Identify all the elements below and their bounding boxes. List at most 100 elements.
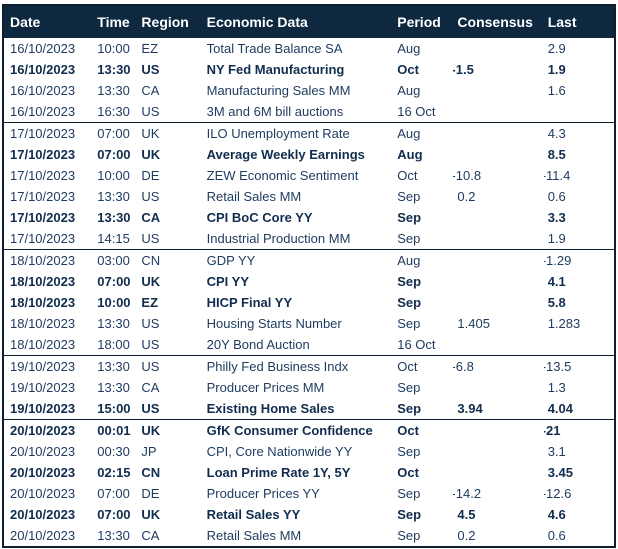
cell-last: 5.8 bbox=[547, 295, 566, 310]
cell-date: 18/10/2023 bbox=[10, 253, 76, 268]
cell-region: US bbox=[141, 62, 160, 77]
cell-time: 10:00 bbox=[97, 295, 131, 310]
cell-region: EZ bbox=[141, 41, 159, 56]
table-row: 16/10/2023 13:30 CA Manufacturing Sales MM A… bbox=[3, 80, 615, 101]
table-row: 19/10/2023 13:30 US Philly Fed Business Ind… bbox=[3, 356, 615, 378]
cell-economic-data: NY Fed Manufacturing bbox=[206, 62, 345, 77]
cell-economic-data: Housing Starts Number bbox=[206, 316, 342, 331]
economic-calendar-table: Date Time Region Economic Data Period Co… bbox=[2, 4, 616, 548]
cell-economic-data: ILO Unemployment Rate bbox=[206, 126, 350, 141]
cell-last: 8.5 bbox=[547, 147, 566, 162]
cell-period: Sep bbox=[397, 316, 421, 331]
cell-time: 15:00 bbox=[97, 401, 131, 416]
table-row: 18/10/2023 10:00 EZ HICP Final YY Sep 5.8 bbox=[3, 292, 615, 313]
table-row: 18/10/2023 13:30 US Housing Starts Number Se… bbox=[3, 313, 615, 334]
table-row: 18/10/2023 07:00 UK CPI YY Sep 4.1 bbox=[3, 271, 615, 292]
cell-region: US bbox=[141, 231, 160, 246]
cell-date: 18/10/2023 bbox=[10, 337, 76, 352]
cell-date: 20/10/2023 bbox=[10, 528, 76, 543]
cell-period: Sep bbox=[397, 486, 421, 501]
cell-period: Sep bbox=[397, 295, 422, 310]
cell-region: UK bbox=[141, 423, 161, 438]
cell-period: Aug bbox=[397, 253, 421, 268]
cell-date: 17/10/2023 bbox=[10, 210, 76, 225]
date-group: 19/10/2023 13:30 US Philly Fed Business Ind… bbox=[3, 355, 615, 420]
column-header-consensus: Consensus bbox=[453, 5, 544, 38]
table-row: 17/10/2023 10:00 DE ZEW Economic Sentiment O… bbox=[3, 165, 615, 186]
date-group: 18/10/2023 03:00 CN GDP YY Aug -1.29 18/10/202… bbox=[3, 249, 615, 356]
cell-consensus bbox=[453, 228, 543, 250]
cell-date: 16/10/2023 bbox=[10, 62, 76, 77]
cell-consensus bbox=[453, 334, 543, 356]
cell-consensus bbox=[453, 101, 543, 123]
cell-time: 13:30 bbox=[97, 210, 131, 225]
cell-period: Aug bbox=[397, 41, 421, 56]
economic-calendar-table-container: Date Time Region Economic Data Period Co… bbox=[2, 4, 616, 548]
cell-time: 00:01 bbox=[97, 423, 131, 438]
cell-last: 1.6 bbox=[547, 83, 566, 98]
cell-last: 1.3 bbox=[547, 380, 566, 395]
cell-last: 0.6 bbox=[547, 528, 566, 543]
cell-date: 18/10/2023 bbox=[10, 316, 76, 331]
cell-region: CA bbox=[141, 380, 160, 395]
cell-period: 16 Oct bbox=[397, 337, 436, 352]
cell-time: 13:30 bbox=[97, 62, 131, 77]
cell-consensus bbox=[453, 441, 543, 462]
table-row: 18/10/2023 03:00 CN GDP YY Aug -1.29 bbox=[3, 250, 615, 272]
cell-last: 4.6 bbox=[547, 507, 566, 522]
cell-consensus: -10.8 bbox=[453, 168, 482, 183]
cell-economic-data: Total Trade Balance SA bbox=[206, 41, 343, 56]
cell-economic-data: Philly Fed Business Indx bbox=[206, 359, 349, 374]
column-header-economic-data: Economic Data bbox=[202, 5, 394, 38]
cell-consensus bbox=[453, 377, 543, 398]
cell-date: 20/10/2023 bbox=[10, 444, 76, 459]
column-header-time: Time bbox=[93, 5, 138, 38]
cell-time: 10:00 bbox=[97, 41, 130, 56]
cell-time: 18:00 bbox=[97, 337, 130, 352]
cell-economic-data: Industrial Production MM bbox=[206, 231, 351, 246]
cell-time: 00:30 bbox=[97, 444, 130, 459]
cell-last: -13.5 bbox=[543, 359, 572, 374]
cell-last: -12.6 bbox=[543, 486, 572, 501]
cell-date: 16/10/2023 bbox=[10, 83, 76, 98]
cell-date: 17/10/2023 bbox=[10, 147, 76, 162]
table-row: 20/10/2023 02:15 CN Loan Prime Rate 1Y, 5Y O… bbox=[3, 462, 615, 483]
cell-last: 0.6 bbox=[547, 189, 566, 204]
table-row: 19/10/2023 13:30 CA Producer Prices MM Sep 1.… bbox=[3, 377, 615, 398]
cell-economic-data: Producer Prices YY bbox=[206, 486, 320, 501]
cell-economic-data: Producer Prices MM bbox=[206, 380, 325, 395]
cell-region: DE bbox=[141, 486, 160, 501]
cell-period: Sep bbox=[397, 444, 421, 459]
cell-consensus: -6.8 bbox=[453, 359, 474, 374]
cell-period: Aug bbox=[397, 147, 423, 162]
cell-date: 20/10/2023 bbox=[10, 465, 76, 480]
cell-date: 16/10/2023 bbox=[10, 41, 76, 56]
cell-economic-data: Retail Sales MM bbox=[206, 189, 302, 204]
cell-period: Oct bbox=[397, 168, 418, 183]
table-row: 16/10/2023 13:30 US NY Fed Manufacturing Oct… bbox=[3, 59, 615, 80]
cell-date: 17/10/2023 bbox=[10, 168, 76, 183]
table-row: 17/10/2023 14:15 US Industrial Production M… bbox=[3, 228, 615, 250]
table-row: 17/10/2023 13:30 US Retail Sales MM Sep 0.2 0.… bbox=[3, 186, 615, 207]
cell-consensus: 0.2 bbox=[457, 528, 476, 543]
cell-period: Sep bbox=[397, 210, 422, 225]
cell-time: 10:00 bbox=[97, 168, 130, 183]
cell-consensus: 4.5 bbox=[457, 507, 476, 522]
table-row: 20/10/2023 13:30 CA Retail Sales MM Sep 0.2 0.… bbox=[3, 525, 615, 547]
header-row: Date Time Region Economic Data Period Co… bbox=[3, 5, 615, 38]
cell-time: 03:00 bbox=[97, 253, 130, 268]
cell-time: 13:30 bbox=[97, 316, 130, 331]
cell-last: 1.9 bbox=[547, 231, 566, 246]
cell-region: UK bbox=[141, 147, 161, 162]
cell-date: 20/10/2023 bbox=[10, 507, 76, 522]
cell-economic-data: CPI, Core Nationwide YY bbox=[206, 444, 353, 459]
cell-date: 20/10/2023 bbox=[10, 486, 76, 501]
cell-last: -1.29 bbox=[543, 253, 572, 268]
cell-date: 18/10/2023 bbox=[10, 274, 76, 289]
table-header: Date Time Region Economic Data Period Co… bbox=[3, 5, 615, 38]
cell-consensus: 3.94 bbox=[457, 401, 483, 416]
cell-time: 13:30 bbox=[97, 380, 130, 395]
cell-period: Aug bbox=[397, 126, 421, 141]
cell-period: 16 Oct bbox=[397, 104, 436, 119]
cell-consensus bbox=[453, 80, 543, 101]
